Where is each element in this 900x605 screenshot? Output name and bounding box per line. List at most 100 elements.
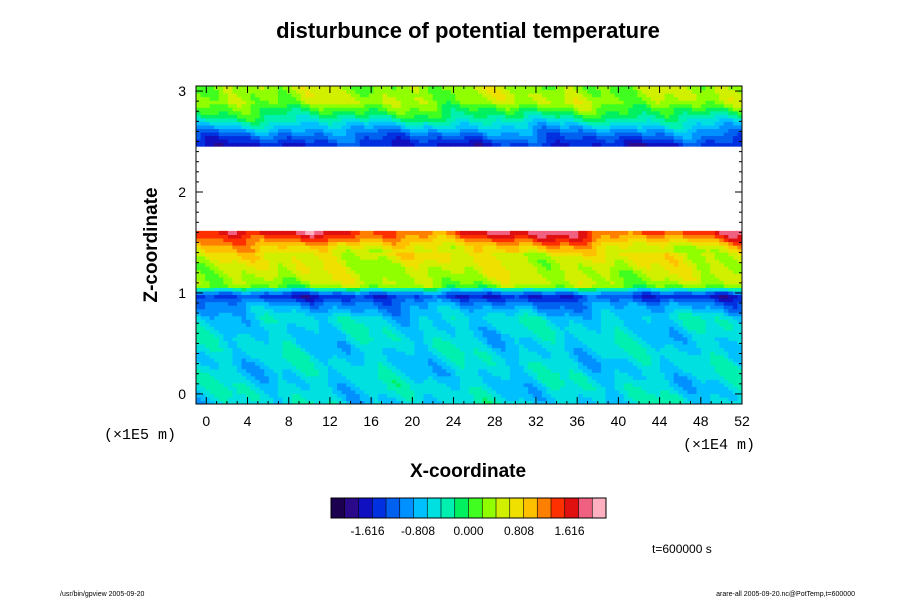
heatmap-cell xyxy=(651,276,657,281)
heatmap-cell xyxy=(373,382,379,387)
heatmap-cell xyxy=(236,276,243,281)
heatmap-cell xyxy=(505,347,511,352)
heatmap-cell xyxy=(309,375,315,380)
heatmap-cell xyxy=(300,290,306,296)
heatmap-cell xyxy=(500,326,506,331)
heatmap-cell xyxy=(564,326,570,331)
heatmap-cell xyxy=(737,389,742,394)
heatmap-cell xyxy=(346,273,352,278)
heatmap-cell xyxy=(364,312,370,317)
heatmap-cell xyxy=(432,308,438,313)
heatmap-cell xyxy=(464,290,470,296)
heatmap-cell xyxy=(446,276,452,281)
heatmap-cell xyxy=(232,319,238,324)
heatmap-cell xyxy=(246,333,252,338)
heatmap-cell xyxy=(409,319,415,324)
heatmap-cell xyxy=(273,273,279,278)
heatmap-cell xyxy=(478,343,484,349)
heatmap-cell xyxy=(705,280,711,285)
heatmap-cell xyxy=(291,396,297,402)
heatmap-cell xyxy=(382,393,388,398)
heatmap-cell xyxy=(605,322,611,327)
heatmap-cell xyxy=(582,329,588,334)
heatmap-cell xyxy=(396,322,402,327)
heatmap-cell xyxy=(236,372,243,377)
heatmap-cell xyxy=(282,389,288,394)
heatmap-cell xyxy=(296,283,302,288)
heatmap-cell xyxy=(528,343,534,349)
heatmap-cell xyxy=(714,386,720,391)
heatmap-cell xyxy=(660,280,666,285)
heatmap-cell xyxy=(482,351,488,356)
heatmap-cell xyxy=(569,298,575,303)
heatmap-cell xyxy=(391,322,397,327)
heatmap-cell xyxy=(682,273,688,278)
heatmap-cell xyxy=(673,287,679,292)
heatmap-cell xyxy=(723,290,729,296)
heatmap-cell xyxy=(500,351,506,356)
heatmap-cell xyxy=(678,365,684,370)
heatmap-cell xyxy=(505,255,511,260)
heatmap-cell xyxy=(441,372,447,377)
heatmap-cell xyxy=(678,276,684,281)
heatmap-cell xyxy=(619,326,625,331)
heatmap-cell xyxy=(710,333,716,338)
heatmap-cell xyxy=(546,294,552,299)
heatmap-cell xyxy=(646,354,652,359)
heatmap-cell xyxy=(487,326,493,331)
heatmap-cell xyxy=(555,382,561,387)
heatmap-cell xyxy=(555,389,561,394)
heatmap-cell xyxy=(450,393,456,398)
heatmap-cell xyxy=(418,375,425,380)
heatmap-cell xyxy=(405,393,411,398)
heatmap-cell xyxy=(196,312,202,317)
heatmap-cell xyxy=(387,347,393,352)
heatmap-cell xyxy=(323,308,329,313)
heatmap-cell xyxy=(441,375,447,380)
heatmap-cell xyxy=(332,315,338,320)
heatmap-cell xyxy=(600,354,607,359)
heatmap-cell xyxy=(705,382,711,387)
heatmap-cell xyxy=(523,358,529,363)
heatmap-cell xyxy=(637,400,643,404)
heatmap-cell xyxy=(478,365,484,370)
heatmap-cell xyxy=(332,301,338,306)
heatmap-cell xyxy=(591,336,597,341)
heatmap-cell xyxy=(723,262,729,267)
heatmap-cell xyxy=(469,329,475,334)
heatmap-cell xyxy=(600,379,607,384)
heatmap-cell xyxy=(400,393,406,398)
heatmap-cell xyxy=(382,333,388,338)
heatmap-cell xyxy=(273,301,279,306)
heatmap-cell xyxy=(687,396,693,402)
heatmap-cell xyxy=(350,329,356,334)
heatmap-cell xyxy=(509,273,516,278)
heatmap-cell xyxy=(537,305,543,310)
heatmap-cell xyxy=(546,276,552,281)
heatmap-cell xyxy=(418,340,425,345)
heatmap-cell xyxy=(373,361,379,366)
heatmap-cell xyxy=(373,386,379,391)
heatmap-cell xyxy=(687,308,693,313)
heatmap-cell xyxy=(323,382,329,387)
heatmap-cell xyxy=(437,312,443,317)
heatmap-cell xyxy=(359,280,365,285)
heatmap-cell xyxy=(227,368,233,373)
heatmap-cell xyxy=(591,333,597,338)
heatmap-cell xyxy=(701,294,707,299)
heatmap-cell xyxy=(514,262,520,267)
heatmap-cell xyxy=(196,308,202,313)
heatmap-cell xyxy=(300,358,306,363)
heatmap-cell xyxy=(391,319,397,324)
heatmap-cell xyxy=(646,301,652,306)
heatmap-cell xyxy=(314,361,320,366)
heatmap-cell xyxy=(387,283,393,288)
heatmap-cell xyxy=(409,372,415,377)
heatmap-cell xyxy=(441,396,447,402)
heatmap-cell xyxy=(232,336,238,341)
heatmap-cell xyxy=(446,305,452,310)
heatmap-cell xyxy=(614,336,620,341)
heatmap-cell xyxy=(632,308,638,313)
heatmap-cell xyxy=(282,283,288,288)
heatmap-cell xyxy=(496,365,502,370)
